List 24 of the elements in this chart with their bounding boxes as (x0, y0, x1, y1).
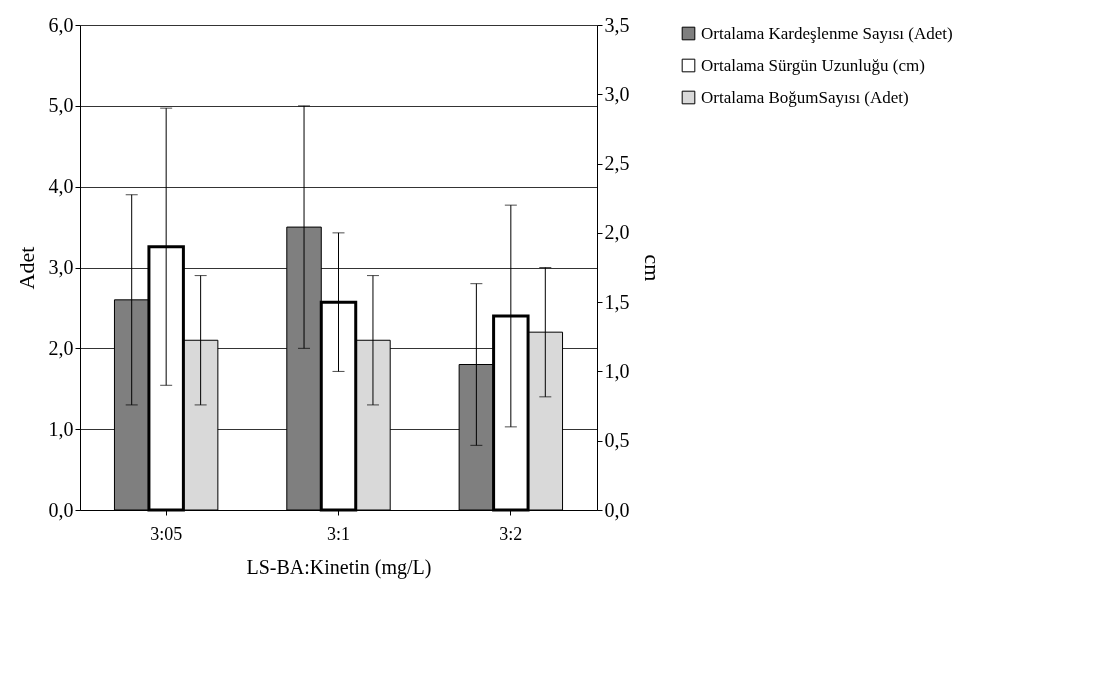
x-tick-label: 3:2 (499, 523, 523, 544)
y-axis-title: Adet (13, 246, 39, 290)
y-tick-label: 6,0 (48, 13, 74, 36)
legend-label: Ortalama Kardeşlenme Sayısı (Adet) (701, 23, 953, 43)
y2-tick-label: 3,5 (604, 13, 630, 36)
y-tick-label: 2,0 (48, 336, 74, 359)
legend-label: Ortalama BoğumSayısı (Adet) (701, 87, 909, 107)
x-tick-label: 3:1 (326, 523, 351, 544)
x-tick-label: 3:05 (150, 523, 183, 544)
y2-tick-label: 1,5 (604, 290, 630, 313)
y-tick-label: 1,0 (48, 417, 74, 440)
y2-tick-label: 2,5 (604, 152, 630, 175)
y-tick-label: 0,0 (48, 498, 74, 521)
y-tick-label: 3,0 (48, 256, 74, 278)
y2-tick-label: 0,5 (604, 429, 630, 452)
legend-label: Ortalama Sürgün Uzunluğu (cm) (701, 55, 925, 75)
y2-axis-title: cm (639, 254, 665, 282)
y-tick-label: 5,0 (48, 94, 74, 117)
y2-tick-label: 2,0 (604, 221, 630, 244)
y-tick-label: 4,0 (48, 175, 74, 198)
y2-tick-label: 3,0 (604, 82, 630, 105)
y2-tick-label: 0,0 (604, 498, 630, 521)
y2-tick-label: 1,0 (604, 359, 630, 382)
x-axis-title: LS-BA:Kinetin (mg/L) (246, 555, 432, 579)
